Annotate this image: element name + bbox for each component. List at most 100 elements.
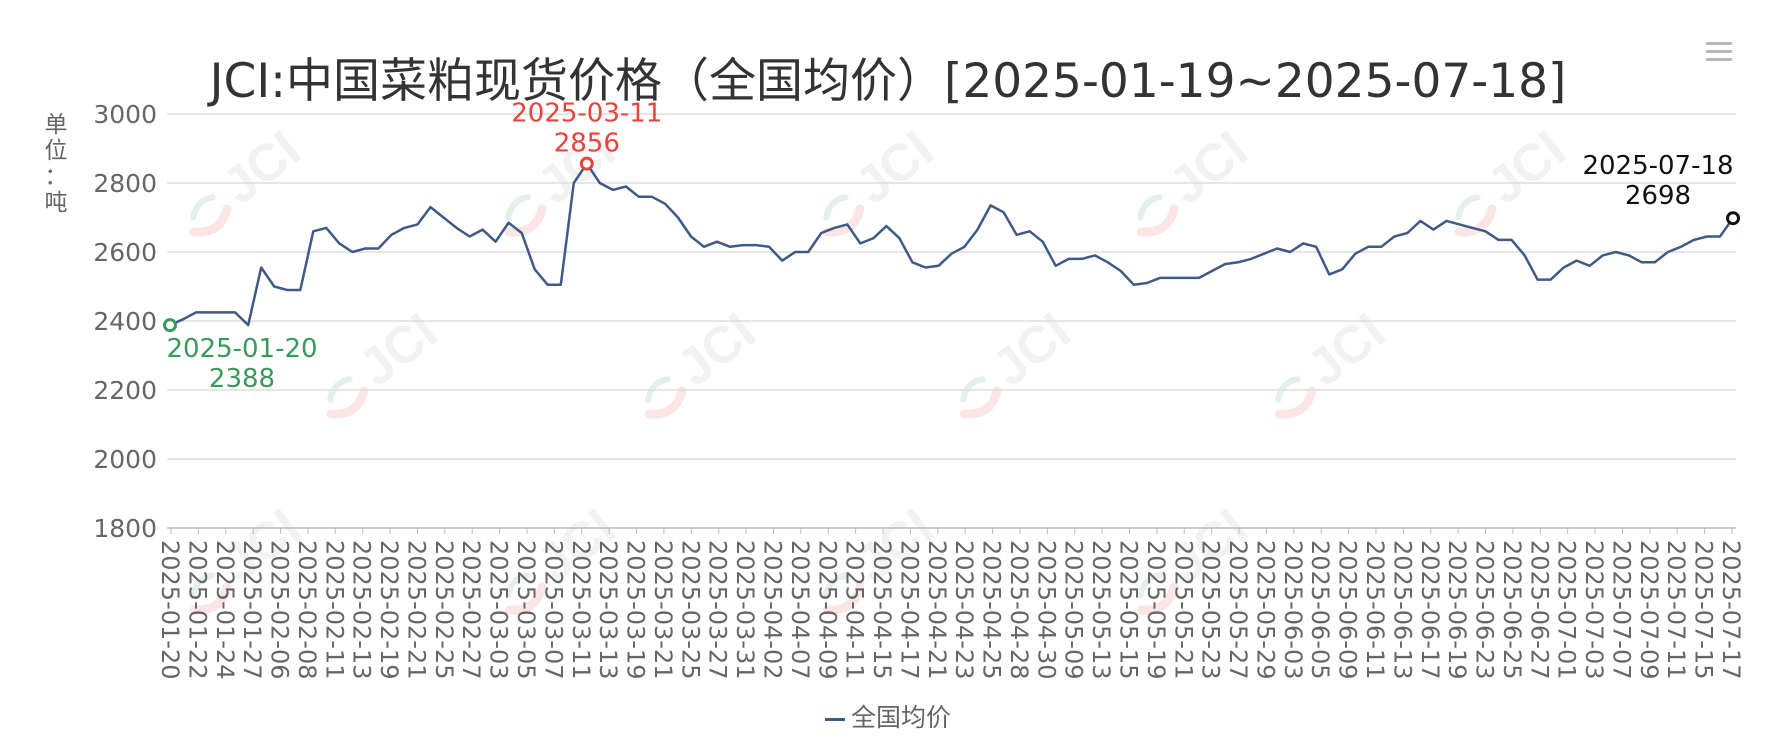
series-layer — [169, 162, 1735, 327]
x-tick-label: 2025-06-13 — [1388, 540, 1416, 679]
x-tick-label: 2025-05-27 — [1224, 540, 1252, 679]
watermark-swoosh — [822, 204, 865, 237]
watermark-leaf — [645, 376, 671, 403]
watermark-leaf — [190, 572, 216, 599]
x-tick-label: 2025-03-31 — [731, 540, 759, 679]
unit-char-2: ： — [44, 164, 68, 190]
x-tick-label: 2025-04-25 — [978, 540, 1006, 679]
chart-title: JCI:中国菜粕现货价格（全国均价）[2025-01-19~2025-07-18… — [209, 54, 1567, 109]
x-tick-label: 2025-01-22 — [183, 540, 211, 679]
watermark: JCI — [1454, 120, 1576, 237]
watermark-swoosh — [1136, 582, 1179, 615]
watermark-text: JCI — [667, 302, 766, 398]
watermark-swoosh — [1274, 386, 1317, 419]
x-tick-label: 2025-06-03 — [1279, 540, 1307, 679]
watermark: JCI — [1136, 120, 1258, 237]
watermark-leaf — [1137, 194, 1163, 221]
x-tick-label: 2025-04-30 — [1032, 540, 1060, 679]
watermark-swoosh — [504, 204, 547, 237]
x-tick-label: 2025-02-19 — [375, 540, 403, 679]
x-tick-label: 2025-02-13 — [348, 540, 376, 679]
x-tick-label: 2025-05-15 — [1115, 540, 1143, 679]
x-tick-label: 2025-03-25 — [676, 540, 704, 679]
x-tick-label: 2025-03-21 — [649, 540, 677, 679]
annotation-max-date: 2025-03-11 — [511, 99, 662, 129]
x-tick-label: 2025-04-09 — [813, 540, 841, 679]
annotation-min-value: 2388 — [209, 364, 275, 394]
watermark-leaf — [1137, 572, 1163, 599]
x-tick-label: 2025-07-11 — [1662, 540, 1690, 679]
annotation-max-value: 2856 — [554, 129, 620, 159]
x-tick-label: 2025-04-21 — [923, 540, 951, 679]
watermark-leaf — [505, 194, 531, 221]
watermark-swoosh — [959, 386, 1002, 419]
watermark-swoosh — [1136, 204, 1179, 237]
x-tick-label: 2025-02-25 — [430, 540, 458, 679]
x-tick-label: 2025-05-19 — [1142, 540, 1170, 679]
x-tick-label: 2025-06-23 — [1471, 540, 1499, 679]
x-tick-label: 2025-04-28 — [1005, 540, 1033, 679]
watermark-leaf — [190, 194, 216, 221]
watermark: JCI — [189, 120, 311, 237]
watermark-text: JCI — [1159, 120, 1258, 216]
watermark-leaf — [1455, 194, 1481, 221]
x-tick-label: 2025-01-27 — [238, 540, 266, 679]
x-tick-label: 2025-03-05 — [512, 540, 540, 679]
x-tick-label: 2025-01-20 — [156, 540, 184, 679]
watermark-swoosh — [822, 582, 865, 615]
unit-char-3: 吨 — [44, 190, 68, 216]
watermark-swoosh — [504, 582, 547, 615]
annotation-min-date: 2025-01-20 — [166, 334, 317, 364]
watermark-leaf — [823, 572, 849, 599]
watermark-text: JCI — [845, 120, 944, 216]
y-tick-label: 3000 — [93, 100, 157, 129]
hamburger-menu-icon[interactable] — [1706, 42, 1732, 64]
x-tick-label: 2025-04-02 — [758, 540, 786, 679]
x-tick-label: 2025-07-07 — [1607, 540, 1635, 679]
watermark-leaf — [1275, 376, 1301, 403]
x-tick-label: 2025-07-17 — [1717, 540, 1745, 679]
watermark-text: JCI — [1297, 302, 1396, 398]
x-tick-label: 2025-05-29 — [1251, 540, 1279, 679]
y-tick-label: 2600 — [93, 238, 157, 267]
x-tick-label: 2025-05-23 — [1197, 540, 1225, 679]
x-tick-label: 2025-07-03 — [1580, 540, 1608, 679]
watermark: JCI — [822, 120, 944, 237]
point-min — [163, 318, 177, 333]
watermark-leaf — [505, 572, 531, 599]
series-line-national-average — [169, 162, 1735, 327]
x-tick-label: 2025-05-13 — [1087, 540, 1115, 679]
watermark-text: JCI — [1477, 120, 1576, 216]
watermark-text: JCI — [349, 302, 448, 398]
x-tick-label: 2025-05-21 — [1169, 540, 1197, 679]
y-axis: 3000 2800 2600 2400 2200 2000 1800 — [93, 100, 157, 543]
watermark-swoosh — [326, 386, 369, 419]
x-tick-label: 2025-02-06 — [266, 540, 294, 679]
x-axis: 2025-01-20 2025-01-22 2025-01-24 2025-01-27… — [156, 528, 1745, 679]
legend-item-national-average[interactable]: 全国均价 — [824, 703, 951, 732]
watermark-swoosh — [189, 204, 232, 237]
x-tick-label: 2025-06-17 — [1416, 540, 1444, 679]
x-tick-label: 2025-04-17 — [895, 540, 923, 679]
watermark-swoosh — [189, 582, 232, 615]
x-tick-label: 2025-03-03 — [485, 540, 513, 679]
watermark-leaf — [960, 376, 986, 403]
annotation-last-value: 2698 — [1625, 181, 1691, 211]
x-tick-label: 2025-07-09 — [1635, 540, 1663, 679]
grid-lines — [167, 113, 1736, 529]
x-tick-label: 2025-02-27 — [457, 540, 485, 679]
x-tick-label: 2025-02-11 — [320, 540, 348, 679]
x-tick-label: 2025-06-19 — [1443, 540, 1471, 679]
x-tick-label: 2025-03-27 — [704, 540, 732, 679]
point-last — [1726, 211, 1740, 226]
x-tick-label: 2025-02-21 — [402, 540, 430, 679]
x-tick-label: 2025-04-07 — [786, 540, 814, 679]
legend-label: 全国均价 — [850, 703, 951, 732]
point-max — [579, 156, 594, 171]
x-tick-label: 2025-03-07 — [539, 540, 567, 679]
x-tick-label: 2025-03-13 — [594, 540, 622, 679]
x-tick-label: 2025-05-09 — [1060, 540, 1088, 679]
x-tick-label: 2025-03-19 — [622, 540, 650, 679]
